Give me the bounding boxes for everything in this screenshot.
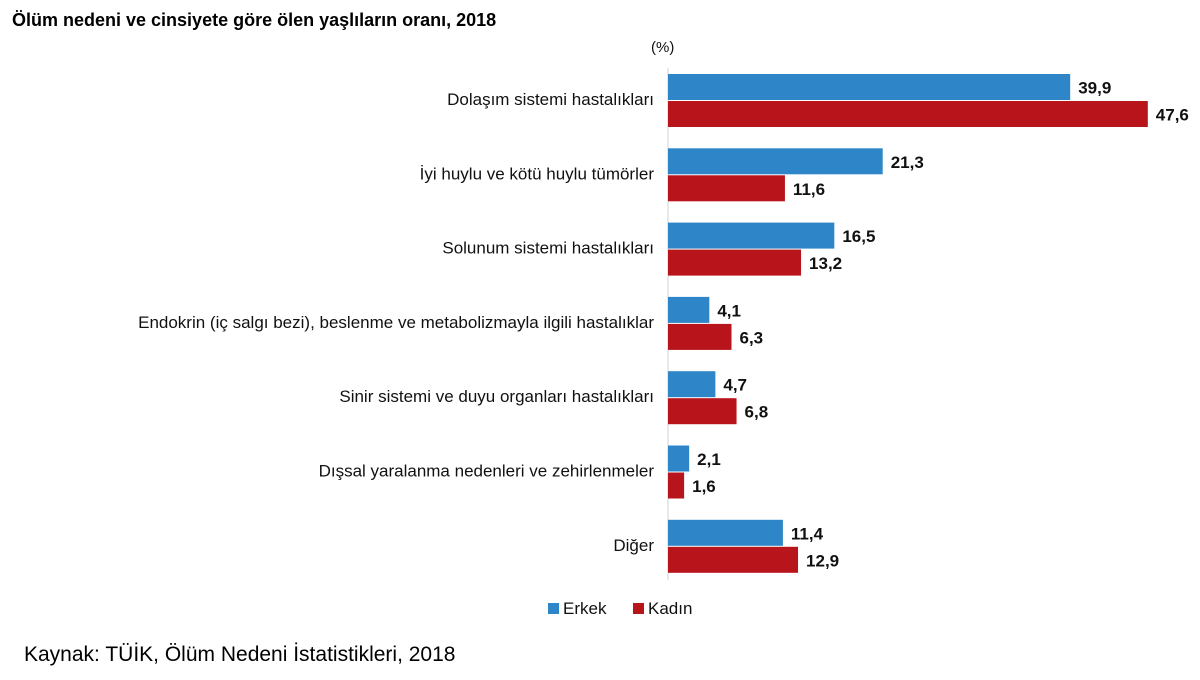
bar-chart: (%) Dolaşım sistemi hastalıkları 39,9 47,6…	[138, 39, 1189, 618]
category-label: Dolaşım sistemi hastalıkları	[447, 90, 654, 109]
category-label: İyi huylu ve kötü huylu tümörler	[420, 164, 655, 183]
bar-kadın	[668, 175, 785, 202]
category-label: Solunum sistemi hastalıkları	[442, 239, 654, 258]
bar-kadın	[668, 472, 685, 499]
data-label: 6,8	[745, 403, 769, 422]
bar-erkek	[668, 371, 716, 398]
bar-kadın	[668, 546, 799, 573]
source-note: Kaynak: TÜİK, Ölüm Nedeni İstatistikleri…	[24, 643, 456, 666]
bar-kadın	[668, 323, 732, 350]
bar-kadın	[668, 101, 1148, 127]
legend: Erkek Kadın	[548, 599, 692, 618]
data-label: 12,9	[806, 551, 839, 570]
legend-swatch-kadın	[633, 603, 644, 614]
chart-title: Ölüm nedeni ve cinsiyete göre ölen yaşlı…	[12, 10, 497, 30]
legend-entry-kadın: Kadın	[648, 599, 692, 618]
bar-kadın	[668, 398, 737, 425]
category-label: Diğer	[613, 536, 654, 555]
data-label: 47,6	[1156, 106, 1189, 125]
data-label: 4,1	[717, 301, 741, 320]
data-label: 11,6	[793, 180, 825, 199]
data-label: 11,4	[791, 524, 824, 543]
bar-kadın	[668, 249, 802, 276]
data-label: 16,5	[842, 227, 875, 246]
legend-swatch-erkek	[548, 603, 559, 614]
bar-erkek	[668, 148, 883, 175]
bar-erkek	[668, 519, 783, 546]
bar-erkek	[668, 74, 1071, 100]
unit-label: (%)	[651, 39, 674, 56]
bars-group: Dolaşım sistemi hastalıkları 39,9 47,6 İyi …	[138, 74, 1189, 573]
category-label: Sinir sistemi ve duyu organları hastalık…	[339, 387, 654, 406]
legend-entry-erkek: Erkek	[563, 599, 607, 618]
data-label: 2,1	[697, 450, 721, 469]
bar-erkek	[668, 445, 690, 472]
data-label: 21,3	[891, 153, 924, 172]
data-label: 39,9	[1078, 79, 1111, 98]
bar-erkek	[668, 222, 835, 249]
category-label: Dışsal yaralanma nedenleri ve zehirlenme…	[319, 462, 655, 481]
data-label: 6,3	[740, 328, 764, 347]
data-label: 1,6	[692, 477, 716, 496]
data-label: 13,2	[809, 254, 842, 273]
bar-erkek	[668, 296, 710, 323]
data-label: 4,7	[723, 376, 747, 395]
category-label: Endokrin (iç salgı bezi), beslenme ve me…	[138, 313, 654, 332]
